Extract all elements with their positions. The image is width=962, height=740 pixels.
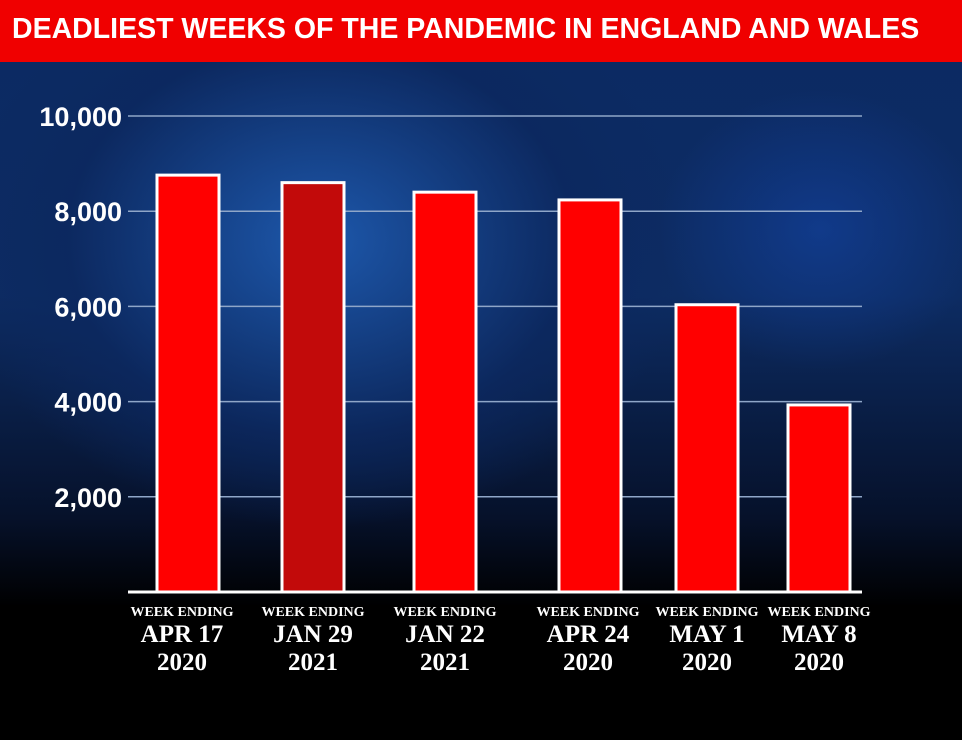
x-tick-year: 2020: [794, 649, 844, 676]
x-tick-prefix: WEEK ENDING: [655, 605, 758, 620]
x-tick-year: 2020: [682, 649, 732, 676]
y-axis-ticks: 2,000 4,000 6,000 8,000 10,000: [39, 102, 122, 513]
y-tick-label: 10,000: [39, 102, 122, 132]
bar: [557, 198, 623, 594]
x-tick-prefix: WEEK ENDING: [261, 605, 364, 620]
y-tick-label: 6,000: [54, 292, 122, 322]
x-tick-year: 2020: [157, 649, 207, 676]
x-tick-prefix: WEEK ENDING: [767, 605, 870, 620]
x-tick-date: JAN 22: [405, 621, 485, 648]
bar: [412, 190, 478, 594]
x-tick-year: 2021: [420, 649, 470, 676]
y-tick-label: 8,000: [54, 197, 122, 227]
y-tick-label: 4,000: [54, 388, 122, 418]
x-tick-date: JAN 29: [273, 621, 353, 648]
x-tick-date: APR 24: [547, 621, 630, 648]
x-tick-prefix: WEEK ENDING: [536, 605, 639, 620]
x-tick-year: 2020: [563, 649, 613, 676]
x-tick-year: 2021: [288, 649, 338, 676]
bar: [786, 403, 852, 594]
gridlines: [128, 115, 862, 498]
bar: [674, 303, 740, 594]
x-tick-date: MAY 1: [669, 621, 744, 648]
x-tick-prefix: WEEK ENDING: [130, 605, 233, 620]
title-banner: DEADLIEST WEEKS OF THE PANDEMIC IN ENGLA…: [0, 0, 962, 62]
x-tick-date: APR 17: [141, 621, 224, 648]
y-tick-label: 2,000: [54, 483, 122, 513]
bars: [155, 173, 852, 594]
x-tick-date: MAY 8: [781, 621, 856, 648]
bar: [155, 173, 221, 594]
bar: [280, 181, 346, 594]
x-tick-prefix: WEEK ENDING: [393, 605, 496, 620]
chart-title: DEADLIEST WEEKS OF THE PANDEMIC IN ENGLA…: [12, 13, 920, 45]
